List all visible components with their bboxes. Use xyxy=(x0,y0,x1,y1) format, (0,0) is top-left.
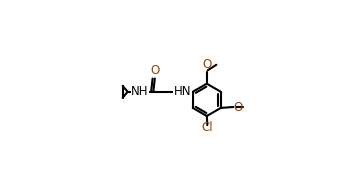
Text: NH: NH xyxy=(131,85,149,98)
Text: O: O xyxy=(202,58,211,71)
Text: HN: HN xyxy=(173,85,191,98)
Text: O: O xyxy=(150,64,159,77)
Text: Cl: Cl xyxy=(201,121,213,134)
Text: O: O xyxy=(234,100,243,114)
